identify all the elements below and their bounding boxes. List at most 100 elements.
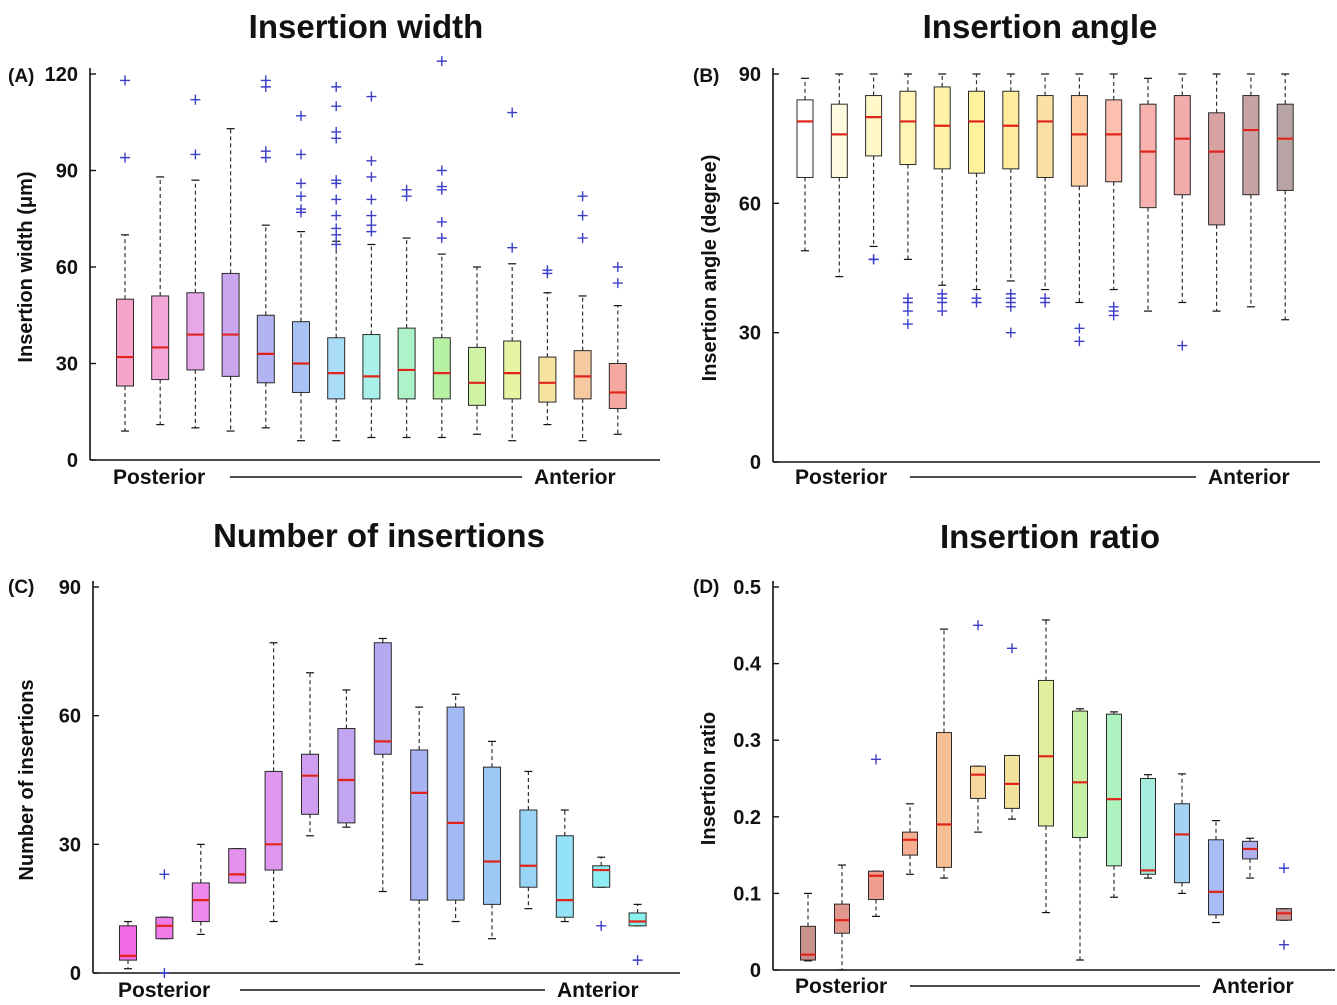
outlier-marker xyxy=(1040,293,1051,304)
x-start-label: Posterior xyxy=(118,979,210,1002)
outlier-marker xyxy=(871,754,881,765)
box-11 xyxy=(1140,774,1156,879)
box-6 xyxy=(301,672,319,837)
x-end-label: Anterior xyxy=(1208,466,1290,489)
box-body xyxy=(1036,95,1054,178)
box-12 xyxy=(503,107,522,442)
outlier-marker xyxy=(366,220,377,231)
chart-title: Insertion ratio xyxy=(940,518,1160,555)
box-body xyxy=(865,95,883,157)
box-4 xyxy=(902,803,918,875)
panel-label: (B) xyxy=(693,66,719,87)
box-10 xyxy=(1105,73,1123,321)
box-10 xyxy=(446,693,465,923)
outlier-marker xyxy=(507,242,518,253)
box-body xyxy=(264,770,283,871)
box-5 xyxy=(933,73,951,317)
x-start-label: Posterior xyxy=(795,975,887,998)
y-tick-label: 30 xyxy=(59,834,81,856)
outlier-marker xyxy=(1074,336,1085,347)
box-11 xyxy=(483,740,501,940)
box-body xyxy=(483,766,501,905)
chart-title: Number of insertions xyxy=(213,517,545,554)
outlier-marker xyxy=(331,175,342,186)
outlier-marker xyxy=(260,146,271,157)
box-1 xyxy=(800,892,816,962)
outlier-marker xyxy=(902,293,913,304)
y-axis-label: Insertion ratio xyxy=(698,712,720,845)
box-6 xyxy=(970,620,986,833)
outlier-marker xyxy=(542,265,553,276)
box-3 xyxy=(186,94,205,429)
outlier-marker xyxy=(366,155,377,166)
y-tick-label: 90 xyxy=(739,64,761,86)
box-body xyxy=(608,363,627,410)
outlier-marker xyxy=(902,306,913,317)
box-body xyxy=(1242,840,1258,860)
outlier-marker xyxy=(1108,301,1119,312)
outlier-marker xyxy=(159,968,170,978)
box-body xyxy=(191,882,210,923)
y-axis-label: Insertion angle (degree) xyxy=(699,155,721,382)
y-tick-label: 0.4 xyxy=(733,654,762,676)
box-body xyxy=(327,337,346,400)
outlier-marker xyxy=(331,210,342,221)
box-body xyxy=(1072,710,1088,838)
box-5 xyxy=(936,628,952,879)
box-body xyxy=(397,327,416,400)
box-10 xyxy=(1106,711,1122,898)
outlier-marker xyxy=(190,149,201,160)
outlier-marker xyxy=(436,165,447,176)
box-body xyxy=(1208,112,1226,226)
outlier-marker xyxy=(436,181,447,192)
outlier-marker xyxy=(120,75,130,86)
box-3 xyxy=(865,73,883,265)
y-tick-label: 0.1 xyxy=(733,883,761,905)
box-2 xyxy=(151,176,170,426)
y-tick-label: 60 xyxy=(59,706,81,728)
outlier-marker xyxy=(366,91,377,102)
box-7 xyxy=(1004,643,1020,820)
box-13 xyxy=(538,265,557,426)
outlier-marker xyxy=(1279,939,1289,950)
outlier-marker xyxy=(612,278,623,289)
box-body xyxy=(970,765,986,799)
y-tick-label: 0.2 xyxy=(733,807,761,829)
outlier-marker xyxy=(296,178,306,189)
outlier-marker xyxy=(971,293,982,304)
outlier-marker xyxy=(331,81,342,92)
box-14 xyxy=(573,191,592,442)
box-5 xyxy=(256,75,275,429)
y-tick-label: 0 xyxy=(70,963,81,985)
box-body xyxy=(628,912,647,927)
y-tick-label: 0.3 xyxy=(733,730,761,752)
box-15 xyxy=(1276,863,1292,950)
outlier-marker xyxy=(973,620,983,631)
outlier-marker xyxy=(331,101,342,112)
outlier-marker xyxy=(632,955,643,966)
outlier-marker xyxy=(159,869,170,880)
box-3 xyxy=(868,754,884,917)
box-body xyxy=(555,835,574,918)
outlier-marker xyxy=(401,184,412,195)
y-tick-label: 120 xyxy=(45,64,78,86)
panel-label: (A) xyxy=(8,66,34,87)
outlier-marker xyxy=(331,223,342,234)
box-body xyxy=(1140,778,1156,875)
outlier-marker xyxy=(902,319,913,330)
box-body xyxy=(119,925,137,961)
outlier-marker xyxy=(331,126,342,137)
box-body xyxy=(362,334,381,400)
chart-title: Insertion angle xyxy=(923,8,1158,45)
box-8 xyxy=(373,637,392,893)
y-tick-label: 60 xyxy=(56,257,78,279)
outlier-marker xyxy=(868,254,879,265)
box-body xyxy=(933,86,951,170)
y-tick-label: 30 xyxy=(56,354,78,376)
box-11 xyxy=(1139,77,1157,312)
box-body xyxy=(301,753,319,815)
box-8 xyxy=(1036,73,1054,308)
outlier-marker xyxy=(1074,323,1085,334)
box-15 xyxy=(608,262,627,435)
box-14 xyxy=(1242,73,1260,308)
